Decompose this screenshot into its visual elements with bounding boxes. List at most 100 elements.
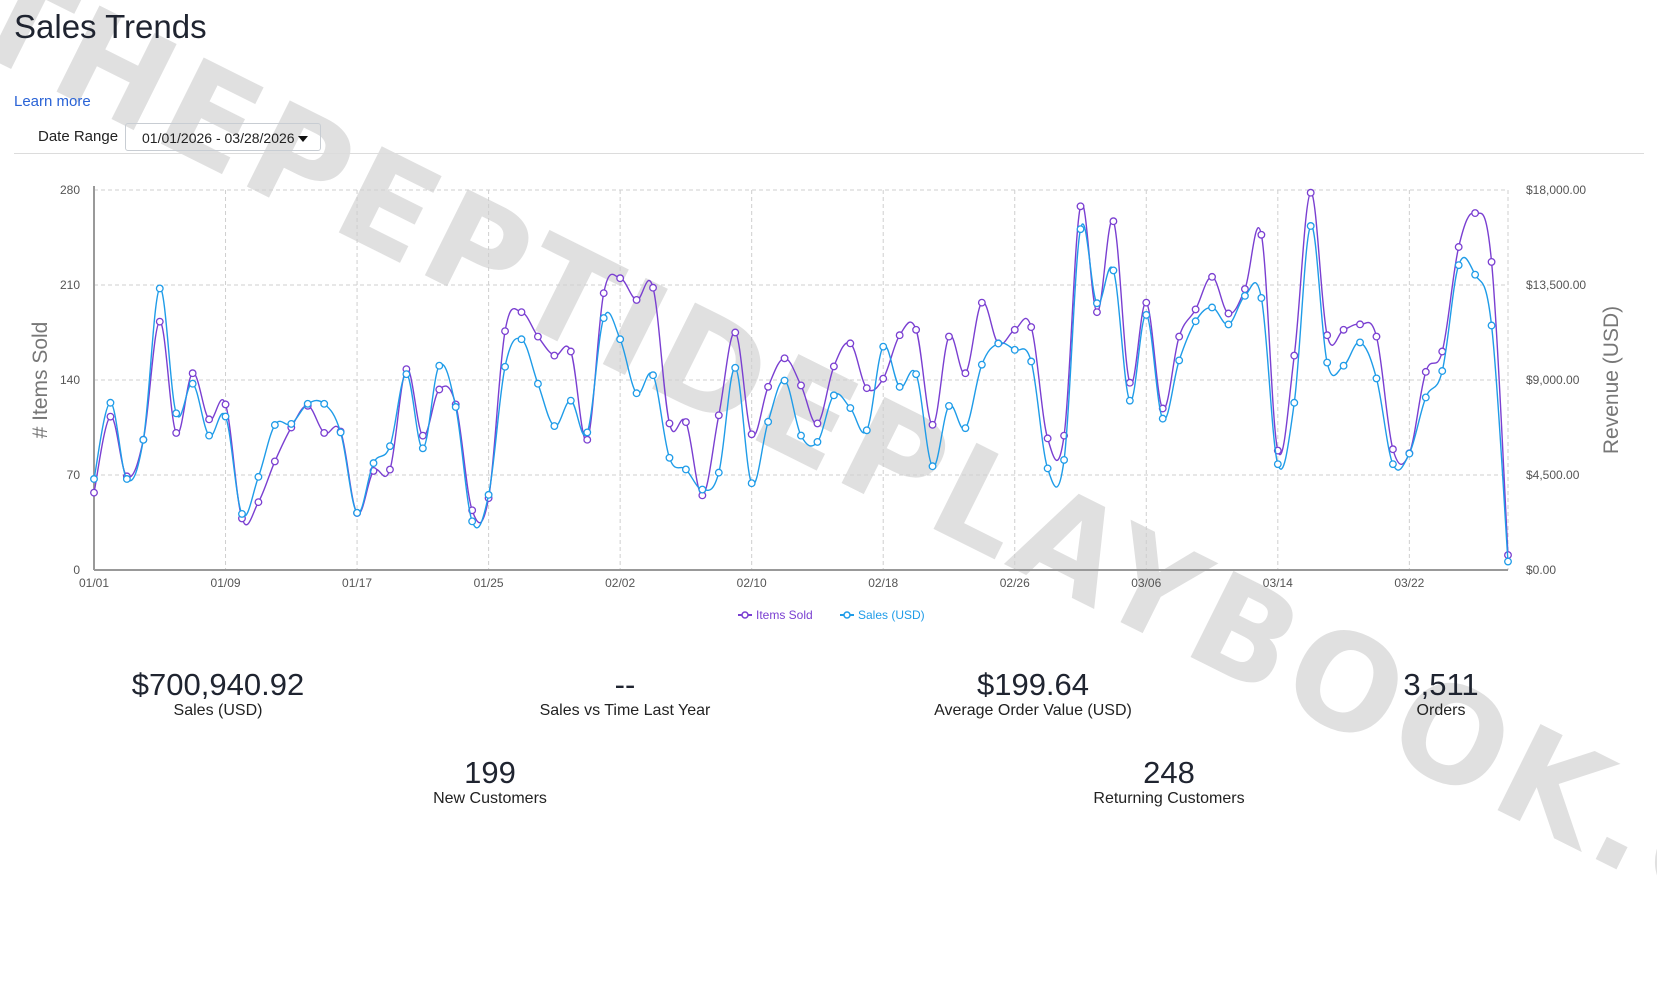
data-point-items-sold (1290, 351, 1299, 360)
sales-trends-chart: 0 $0.00 70 $4,500.00 140 $9,000.00 210 $13,500.… (29, 183, 1623, 622)
data-point-items-sold (501, 327, 509, 336)
stat-orders: 3,511 Orders (1241, 668, 1641, 720)
y-tick-label: 280 (60, 183, 80, 197)
data-point-items-sold (797, 381, 805, 390)
data-point-items-sold (1323, 331, 1332, 340)
data-point-items-sold (1175, 332, 1184, 341)
data-point-sales (1010, 345, 1019, 354)
data-point-sales (139, 435, 148, 444)
legend-item[interactable]: Sales (USD) (858, 608, 925, 622)
data-point-sales (1224, 320, 1233, 329)
data-point-sales (747, 479, 756, 488)
data-point-items-sold (1076, 202, 1085, 211)
data-point-sales (928, 462, 937, 471)
data-point-sales (977, 360, 986, 369)
data-point-sales (1175, 356, 1184, 365)
data-point-sales (418, 444, 427, 453)
data-point-sales (961, 424, 970, 433)
data-point-sales (1405, 449, 1414, 458)
data-point-sales (1487, 321, 1496, 330)
data-point-sales (484, 490, 493, 499)
data-point-items-sold (1142, 298, 1151, 307)
data-point-sales (369, 459, 378, 468)
data-point-sales (1043, 464, 1052, 473)
data-point-sales (649, 371, 657, 380)
data-point-sales (945, 401, 953, 410)
data-point-sales (714, 468, 723, 477)
data-point-items-sold (616, 274, 625, 283)
date-range-label: Date Range (38, 128, 119, 145)
data-point-sales (221, 412, 230, 421)
data-point-items-sold (188, 369, 197, 378)
data-point-sales (1076, 225, 1085, 234)
data-point-sales (1060, 455, 1069, 464)
stat-average-order-value: $199.64 Average Order Value (USD) (833, 668, 1233, 720)
data-point-items-sold (1043, 434, 1052, 443)
y2-tick-label: $9,000.00 (1526, 373, 1580, 387)
data-point-items-sold (1257, 230, 1266, 239)
data-point-items-sold (533, 332, 542, 341)
data-point-sales (451, 403, 460, 411)
x-tick-label: 01/01 (79, 576, 109, 590)
x-tick-label: 01/09 (211, 576, 241, 590)
learn-more-link[interactable]: Learn more (14, 93, 91, 110)
data-point-sales (829, 391, 838, 400)
date-range-select[interactable]: 01/01/2026 - 03/28/2026 (125, 123, 321, 151)
stat-value: 3,511 (1403, 667, 1479, 702)
data-point-items-sold (1438, 347, 1447, 356)
data-point-items-sold (846, 339, 855, 348)
data-point-sales (106, 398, 115, 407)
date-range-value: 01/01/2026 - 03/28/2026 (142, 130, 295, 146)
data-point-sales (402, 370, 411, 379)
data-point-sales (1093, 299, 1101, 308)
x-tick-label: 03/22 (1394, 576, 1424, 590)
data-point-sales (1421, 393, 1430, 402)
data-point-items-sold (928, 420, 937, 429)
data-point-sales (270, 421, 279, 429)
data-point-sales (336, 428, 345, 437)
data-point-sales (353, 508, 362, 517)
data-point-items-sold (731, 328, 740, 337)
data-point-items-sold (879, 374, 888, 383)
data-point-items-sold (813, 419, 822, 428)
data-point-items-sold (1339, 325, 1348, 334)
data-point-items-sold (1487, 257, 1496, 266)
data-point-items-sold (155, 317, 164, 326)
stat-sales: $700,940.92 Sales (USD) (18, 668, 418, 720)
stat-value: 199 (464, 755, 516, 790)
data-point-items-sold (583, 435, 592, 444)
data-point-sales (1257, 294, 1266, 302)
legend-item[interactable]: Items Sold (756, 608, 813, 622)
data-point-sales (320, 399, 329, 408)
data-point-sales (468, 517, 477, 526)
data-point-sales (386, 442, 394, 451)
data-point-items-sold (912, 325, 921, 334)
data-point-items-sold (106, 412, 115, 421)
data-point-items-sold (1109, 217, 1118, 226)
data-point-sales (205, 431, 214, 440)
data-point-items-sold (681, 418, 690, 427)
y2-tick-label: $4,500.00 (1526, 468, 1580, 482)
legend-marker-icon (741, 611, 749, 619)
data-point-sales (1290, 398, 1299, 407)
data-point-items-sold (780, 354, 789, 363)
data-point-items-sold (418, 431, 427, 440)
data-point-items-sold (895, 331, 904, 340)
data-point-items-sold (1454, 243, 1463, 251)
data-point-sales (1109, 266, 1118, 275)
data-point-sales (632, 389, 641, 398)
y-tick-label: 140 (60, 373, 80, 387)
x-tick-label: 01/17 (342, 576, 372, 590)
data-point-sales (681, 465, 690, 474)
data-point-sales (517, 335, 526, 344)
data-point-sales (550, 422, 559, 430)
data-point-items-sold (1306, 188, 1315, 197)
data-point-sales (1240, 291, 1249, 300)
data-point-sales (1388, 460, 1397, 469)
stat-value: -- (614, 667, 636, 702)
data-point-sales (599, 314, 608, 323)
data-point-items-sold (977, 298, 986, 307)
data-point-items-sold (1372, 332, 1381, 341)
caret-down-icon (298, 136, 308, 142)
data-point-sales (1208, 303, 1216, 312)
